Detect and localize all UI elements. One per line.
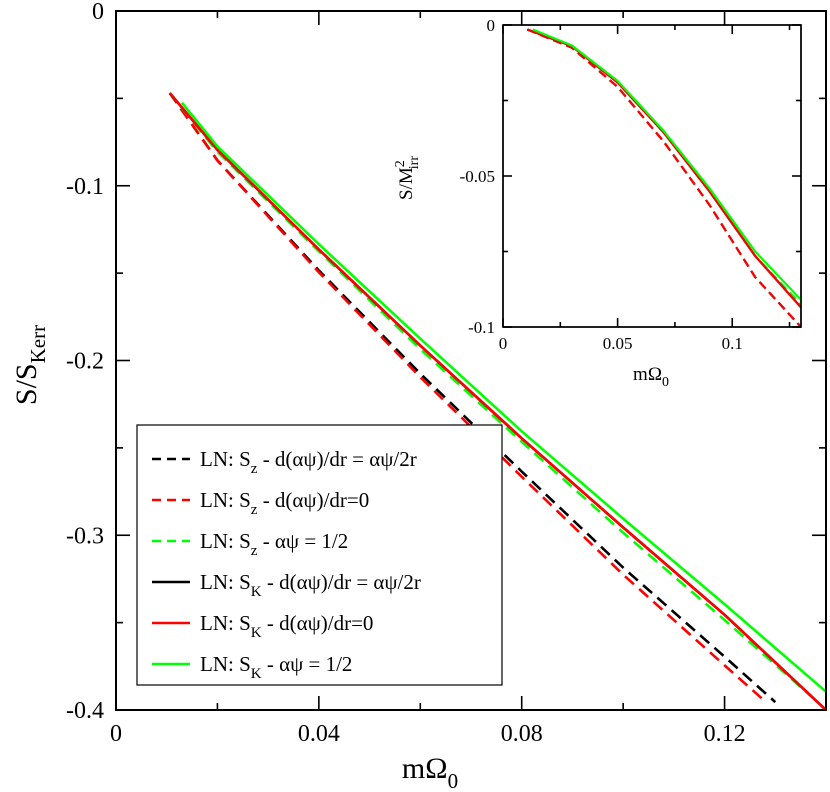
inset-y-tick-label: 0 [487, 16, 496, 35]
main-y-tick-label: -0.3 [66, 523, 104, 549]
main-y-tick-label: -0.2 [66, 349, 104, 375]
main-y-tick-label: -0.1 [66, 174, 104, 200]
inset-y-tick-label: -0.1 [468, 318, 495, 337]
main-series-1-line [168, 92, 777, 704]
inset-series-2-line [526, 28, 801, 327]
legend-label-3: LN: Sz - αψ = 1/2 [200, 529, 348, 559]
main-series-5-line [168, 92, 826, 710]
legend-label-2: LN: Sz - d(αψ)/dr=0 [200, 488, 369, 518]
inset-series-6-line [532, 28, 801, 301]
inset-plot-series [526, 28, 801, 327]
inset-x-tick-label: 0.1 [722, 334, 743, 353]
legend-box [136, 424, 503, 686]
main-x-tick-label: 0.12 [704, 721, 746, 747]
main-plot-series [168, 92, 826, 710]
main-x-tick-label: 0.04 [298, 721, 340, 747]
legend-label-4: LN: SK - d(αψ)/dr = αψ/2r [200, 570, 421, 600]
main-plot-ticks: 0 0.04 0.08 0.120-0.1-0.2-0.3-0.4 [66, 0, 827, 747]
main-y-tick-label: 0 [92, 0, 104, 25]
main-series-6-line [180, 101, 826, 693]
legend-label-1: LN: Sz - d(αψ)/dr = αψ/2r [200, 447, 417, 477]
legend: LN: Sz - d(αψ)/dr = αψ/2r LN: Sz - d(αψ)/… [152, 447, 421, 682]
inset-x-tick-label: 0.05 [603, 334, 633, 353]
main-y-tick-label: -0.4 [66, 698, 104, 724]
main-x-axis-title: mΩ0 [402, 752, 458, 792]
inset-plot-ticks: 0 0.05 0.1 0 -0.05 -0.1 [460, 16, 801, 353]
main-y-axis-title: S/SKerr [10, 325, 50, 405]
inset-y-axis-title: S/M2irr [393, 156, 422, 200]
main-x-tick-label: 0 [110, 721, 122, 747]
legend-label-5: LN: SK - d(αψ)/dr=0 [200, 611, 373, 641]
inset-y-tick-label: -0.05 [460, 167, 495, 186]
inset-x-axis-title: mΩ0 [633, 364, 669, 390]
inset-x-tick-label: 0 [499, 334, 508, 353]
legend-label-6: LN: SK - αψ = 1/2 [200, 652, 352, 682]
main-x-tick-label: 0.08 [501, 721, 543, 747]
inset-plot-frame [502, 24, 802, 328]
